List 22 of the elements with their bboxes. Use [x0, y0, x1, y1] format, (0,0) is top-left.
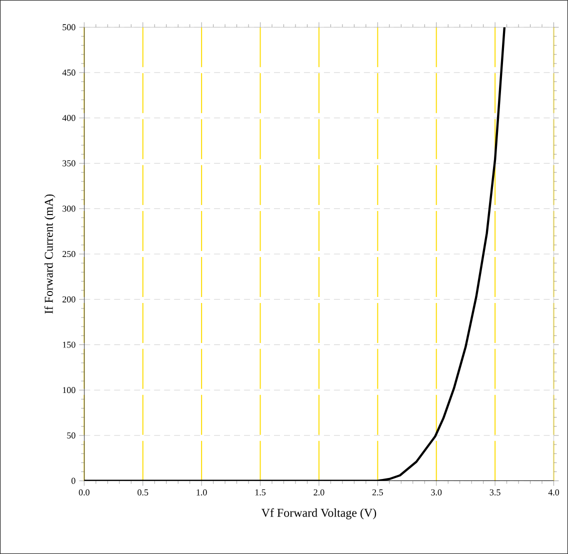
x-tick-label: 3.5 — [490, 489, 500, 496]
y-tick-label: 0 — [72, 478, 76, 484]
y-tick-label: 50 — [67, 432, 76, 438]
x-tick-label: 3.0 — [431, 489, 442, 496]
y-axis-title: If Forward Current (mA) — [44, 194, 56, 314]
y-tick-label: 150 — [62, 342, 76, 348]
y-tick-label: 250 — [62, 250, 76, 258]
y-tick-label: 500 — [62, 24, 76, 30]
x-tick-label: 1.5 — [255, 489, 266, 496]
y-tick-label: 350 — [62, 160, 76, 166]
y-tick-label: 450 — [62, 70, 76, 76]
x-axis-title: Vf Forward Voltage (V) — [261, 508, 376, 520]
x-tick-label: 0.5 — [138, 489, 148, 496]
x-tick-label: 4.0 — [548, 489, 560, 496]
y-tick-label: 200 — [62, 296, 76, 302]
x-tick-label: 1.0 — [196, 489, 207, 496]
x-tick-label: 2.5 — [372, 489, 383, 496]
y-tick-label: 100 — [62, 387, 76, 394]
y-tick-label: 300 — [62, 206, 76, 212]
x-tick-label: 0.0 — [78, 489, 90, 496]
y-tick-label: 400 — [62, 114, 76, 121]
x-tick-label: 2.0 — [314, 489, 324, 496]
